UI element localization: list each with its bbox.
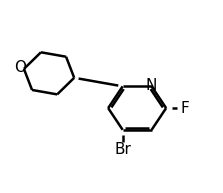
Text: F: F [181,101,190,116]
Text: Br: Br [114,142,131,157]
Text: O: O [14,60,26,75]
Text: N: N [146,78,157,93]
